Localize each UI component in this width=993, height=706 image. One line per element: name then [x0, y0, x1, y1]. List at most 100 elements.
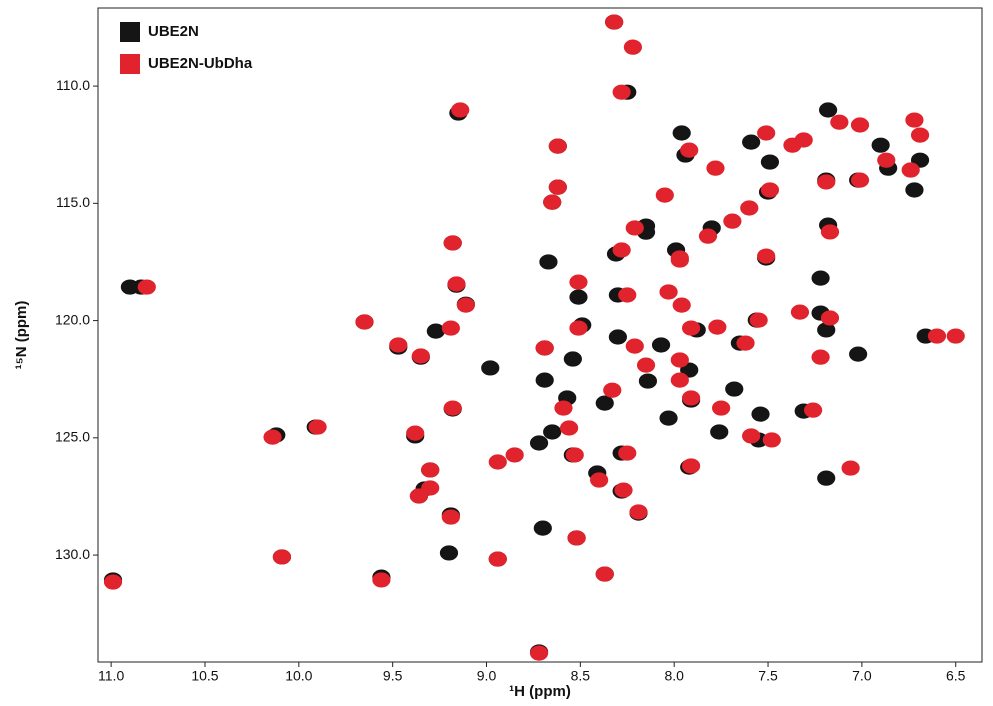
peak [103, 574, 123, 590]
peak [710, 424, 729, 440]
peaks [103, 14, 965, 661]
peak [529, 435, 549, 451]
legend-label: UBE2N [148, 23, 199, 40]
peak [272, 549, 292, 565]
peak [441, 509, 460, 525]
peak [757, 125, 776, 141]
peak [901, 162, 920, 178]
y-tick-label: 130.0 [55, 546, 90, 562]
peak [655, 187, 674, 203]
x-tick-label: 11.0 [98, 668, 124, 684]
peak [760, 182, 780, 198]
peak [539, 254, 558, 270]
peak [565, 447, 584, 463]
peak [794, 132, 813, 148]
peak [670, 352, 689, 368]
x-tick-label: 8.5 [571, 668, 591, 684]
peak [905, 112, 924, 128]
peak [760, 154, 780, 170]
x-tick-label: 9.0 [477, 668, 497, 684]
peak [263, 429, 282, 445]
peak [910, 152, 930, 168]
peak [625, 220, 644, 236]
peak [877, 152, 896, 168]
peak [612, 84, 631, 100]
peak [818, 102, 838, 118]
peak [535, 372, 554, 388]
x-tick-label: 7.0 [852, 668, 872, 684]
peak [389, 337, 408, 353]
y-tick-label: 125.0 [55, 429, 90, 445]
peak [308, 419, 327, 435]
peak [742, 428, 761, 444]
peak [451, 102, 470, 118]
x-tick-label: 8.0 [664, 668, 684, 684]
peak [567, 530, 586, 546]
peak [608, 329, 627, 345]
peak [569, 274, 588, 290]
x-tick-label: 9.5 [383, 668, 403, 684]
x-tick-label: 10.5 [191, 668, 218, 684]
peak [590, 472, 609, 488]
peak [946, 328, 965, 344]
peak [871, 137, 890, 153]
y-tick-label: 115.0 [56, 194, 90, 210]
peak [614, 482, 633, 498]
peak [563, 351, 582, 367]
peak [672, 297, 691, 313]
peak [698, 228, 718, 244]
peak [618, 287, 637, 303]
legend-label: UBE2N-UbDha [148, 55, 253, 72]
peak [651, 337, 671, 353]
peak [910, 127, 930, 143]
peak [505, 447, 524, 463]
legend-swatch [120, 22, 140, 42]
peak [706, 160, 725, 176]
peak [927, 328, 947, 344]
peak [830, 114, 849, 130]
peak [543, 194, 562, 210]
peak [559, 420, 579, 436]
peak [535, 340, 554, 356]
x-axis-label: ¹H (ppm) [509, 683, 571, 700]
peak [595, 566, 614, 582]
peak [749, 312, 768, 328]
peak [372, 572, 391, 588]
peak [850, 117, 870, 133]
peak [548, 179, 567, 195]
peak [681, 390, 701, 406]
y-tick-label: 120.0 [55, 311, 90, 327]
peak [439, 545, 459, 561]
peak [443, 400, 462, 416]
peak [137, 279, 156, 295]
peak [725, 381, 744, 397]
peak [443, 235, 462, 251]
peak [411, 348, 430, 364]
peak [488, 454, 507, 470]
peak [533, 520, 552, 536]
peak [426, 323, 445, 339]
plot-frame [97, 7, 983, 663]
peak [681, 458, 701, 474]
peak [554, 400, 573, 416]
peak [817, 470, 836, 486]
peak [543, 424, 562, 440]
peak [603, 382, 622, 398]
legend: UBE2N UBE2N-UbDha [120, 22, 253, 74]
peak [811, 349, 830, 365]
peak [406, 425, 425, 441]
peak [751, 406, 770, 422]
peak [736, 335, 755, 351]
peak [680, 142, 699, 158]
peak [638, 373, 658, 389]
peak [817, 174, 836, 190]
peak [481, 360, 500, 376]
peak [672, 125, 691, 141]
peak [811, 270, 830, 286]
peak [841, 460, 860, 476]
peak [636, 357, 656, 373]
peak [456, 297, 475, 313]
peak [742, 134, 761, 150]
peak [569, 320, 588, 336]
